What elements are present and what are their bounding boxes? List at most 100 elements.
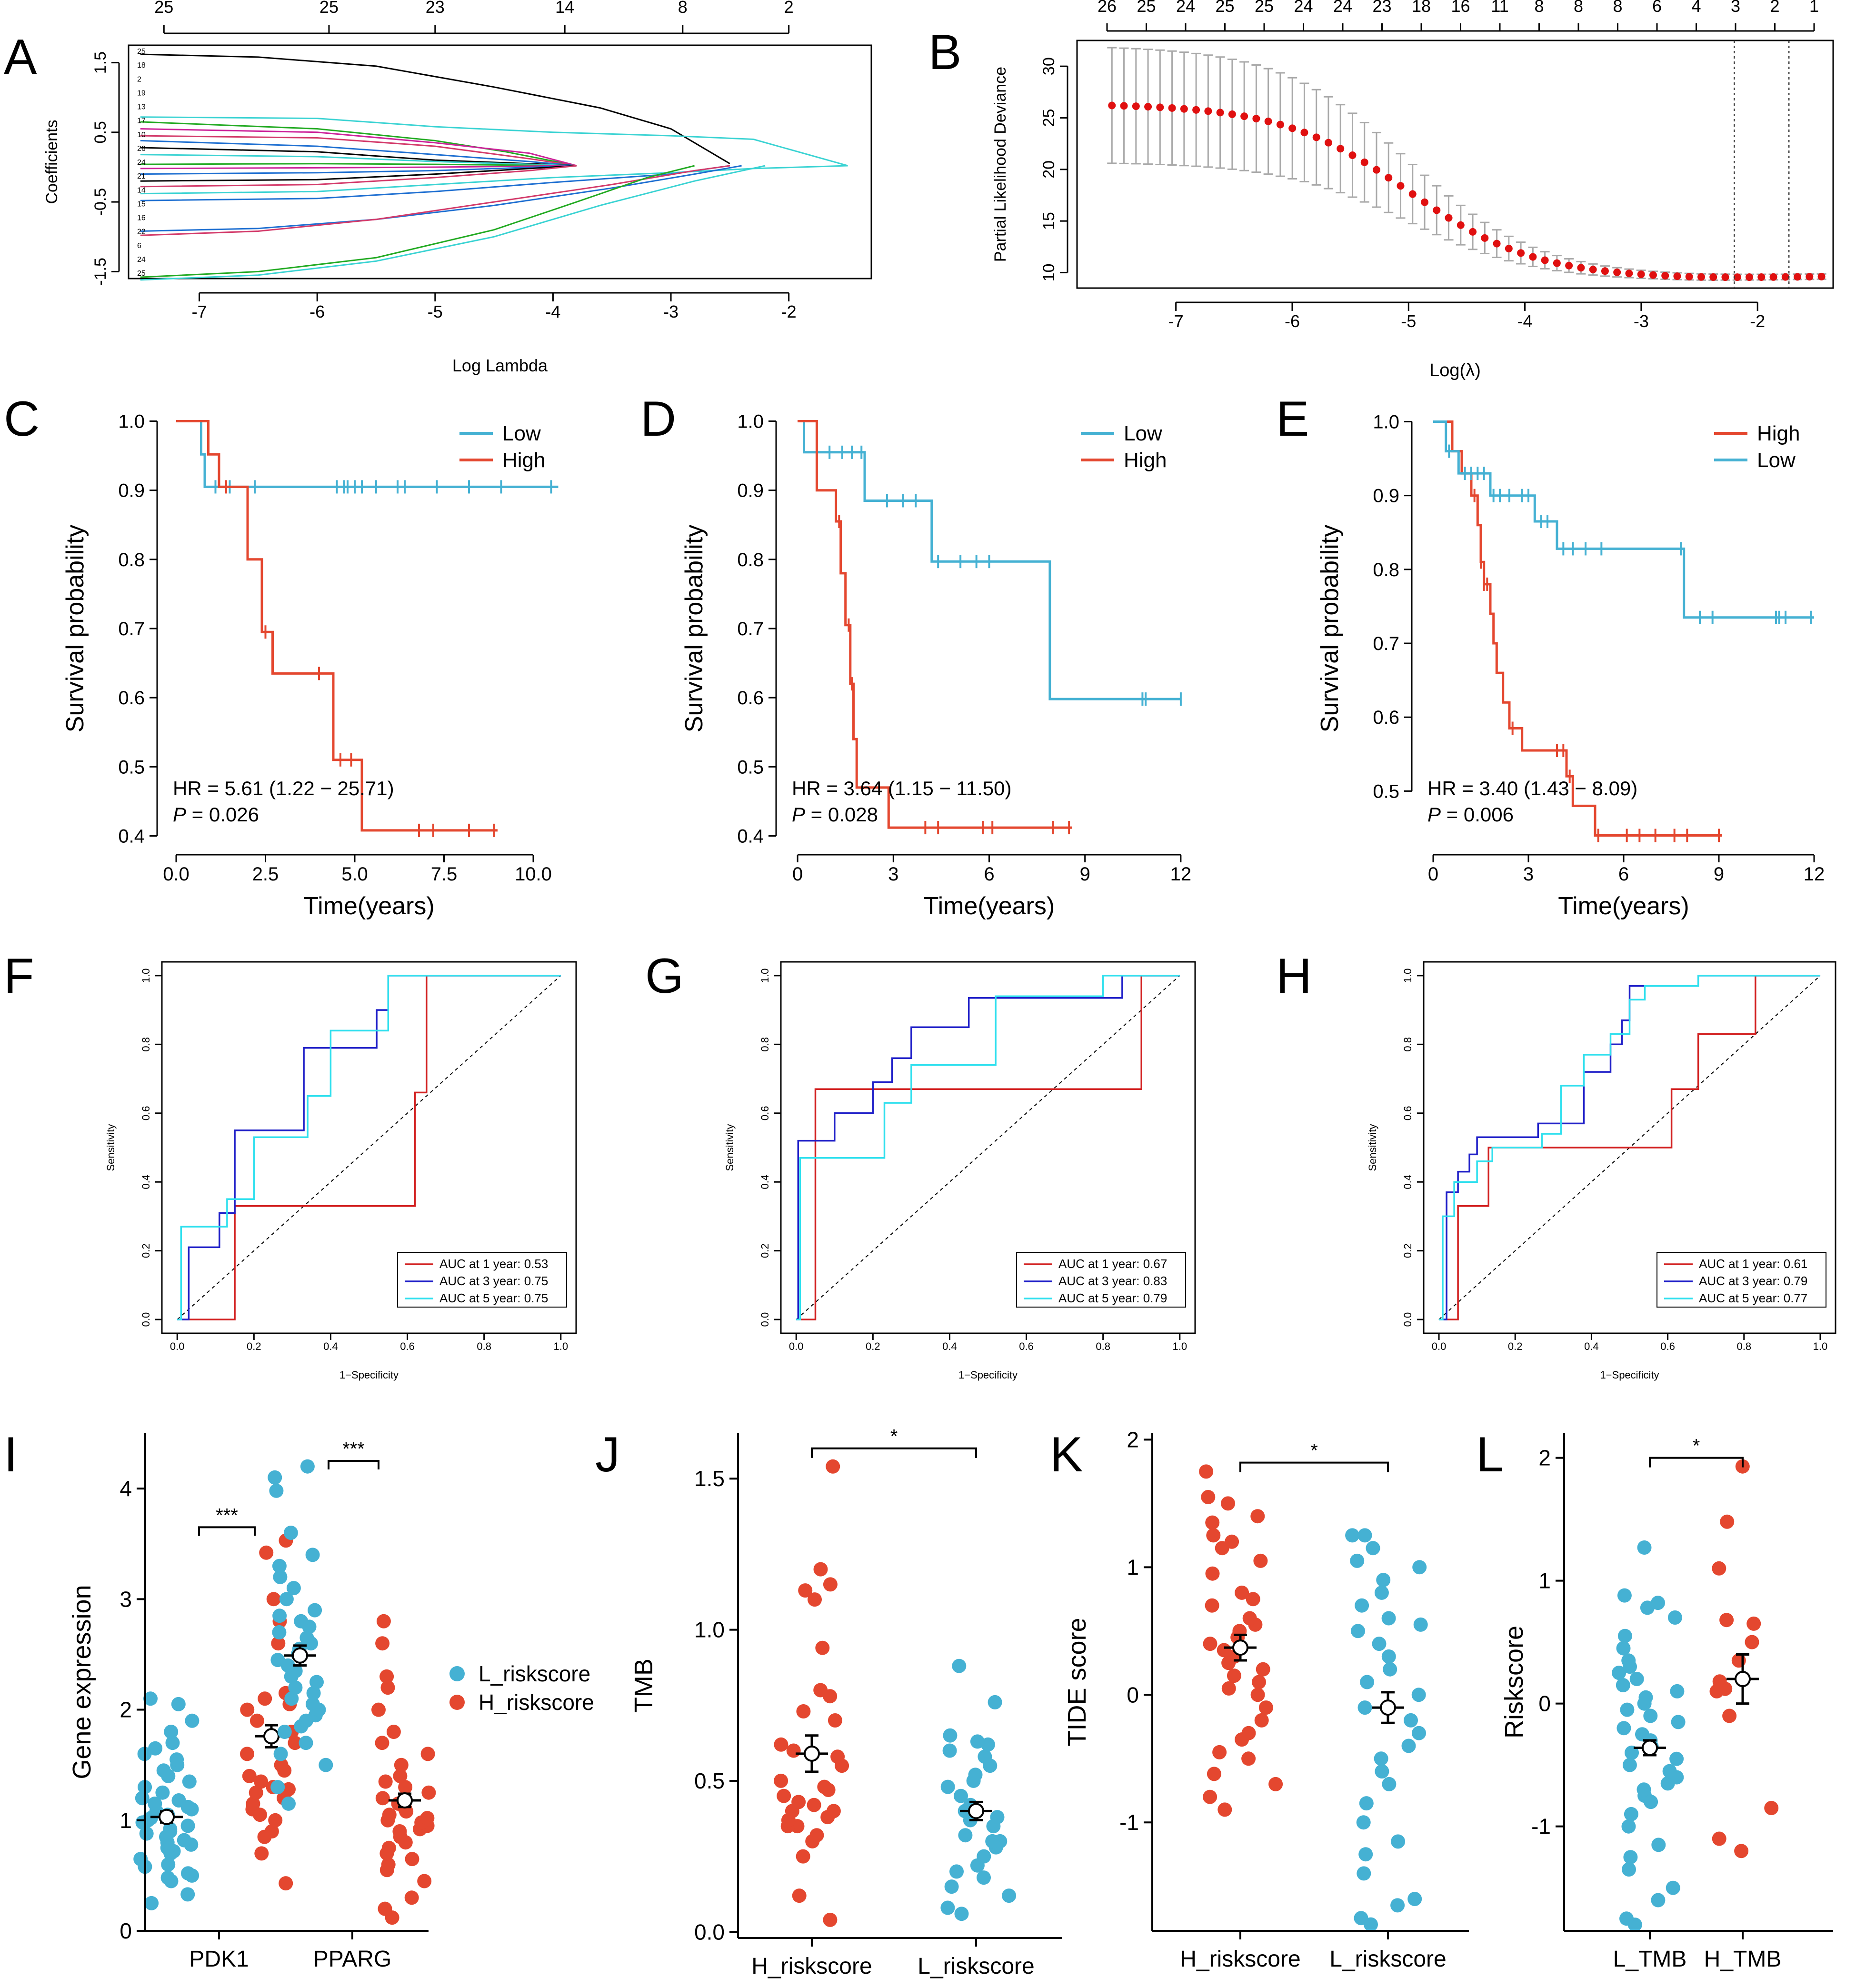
y-tick-label: 1.5 bbox=[694, 1466, 725, 1491]
legend-label: AUC at 3 year: 0.83 bbox=[1058, 1274, 1167, 1288]
coefficient-path bbox=[140, 53, 730, 164]
y-tick-label: 4 bbox=[120, 1476, 132, 1501]
coefficient-path bbox=[140, 128, 577, 167]
data-point bbox=[1217, 1643, 1231, 1658]
data-point bbox=[1372, 1637, 1387, 1651]
coefficient-path bbox=[140, 165, 577, 170]
significance-label: *** bbox=[342, 1439, 365, 1459]
deviance-point bbox=[1421, 198, 1429, 206]
data-point bbox=[254, 1774, 269, 1789]
deviance-point bbox=[1673, 272, 1681, 280]
x-tick-label: -2 bbox=[1750, 311, 1765, 331]
data-point bbox=[378, 1774, 393, 1789]
data-point bbox=[382, 1808, 397, 1822]
y-tick-label: 1.0 bbox=[118, 411, 145, 432]
y-tick-label: 0.8 bbox=[140, 1037, 152, 1052]
data-point bbox=[1199, 1464, 1214, 1479]
line-label: 10 bbox=[137, 131, 146, 139]
data-point bbox=[306, 1686, 321, 1700]
line-label: 25 bbox=[137, 270, 146, 278]
data-point bbox=[240, 1702, 255, 1717]
y-tick-label: 0.5 bbox=[737, 757, 764, 778]
data-point bbox=[171, 1793, 186, 1808]
line-label: 21 bbox=[137, 172, 146, 180]
data-point bbox=[375, 1636, 390, 1651]
category-label: H_riskscore bbox=[1180, 1947, 1300, 1972]
legend-label: Low bbox=[1757, 449, 1796, 472]
x-tick-label: 0 bbox=[1428, 864, 1438, 885]
x-tick-label: -5 bbox=[428, 302, 443, 321]
data-point bbox=[1617, 1628, 1632, 1643]
deviance-point bbox=[1324, 139, 1332, 147]
data-point bbox=[830, 1749, 845, 1764]
y-tick-label: 0.0 bbox=[140, 1312, 152, 1327]
data-point bbox=[1651, 1596, 1665, 1610]
mean-marker bbox=[397, 1792, 413, 1808]
data-point bbox=[180, 1887, 195, 1902]
hazard-ratio: HR = 5.61 (1.22 − 25.71) bbox=[173, 777, 394, 799]
category-label: L_riskscore bbox=[1329, 1947, 1446, 1972]
data-point bbox=[185, 1713, 200, 1728]
x-tick-label: 2.5 bbox=[252, 864, 279, 885]
data-point bbox=[182, 1774, 197, 1789]
mean-marker bbox=[1380, 1699, 1396, 1716]
line-label: 2 bbox=[137, 75, 141, 83]
data-point bbox=[1662, 1764, 1677, 1778]
legend-label: High bbox=[1757, 422, 1800, 445]
data-point bbox=[139, 1826, 154, 1841]
data-point bbox=[164, 1725, 179, 1739]
data-point bbox=[1390, 1898, 1405, 1913]
y-axis-label: Survival probability bbox=[61, 525, 89, 732]
data-point bbox=[777, 1788, 791, 1803]
y-axis-label: Coefficients bbox=[43, 120, 61, 204]
data-point bbox=[1622, 1758, 1637, 1772]
top-tick-label: 14 bbox=[555, 0, 574, 17]
data-point bbox=[813, 1683, 828, 1698]
top-tick-label: 25 bbox=[154, 0, 173, 17]
y-tick-label: 0.8 bbox=[737, 549, 764, 570]
x-tick-label: 9 bbox=[1080, 864, 1090, 885]
y-tick-label: 2 bbox=[1538, 1446, 1551, 1470]
panel-letter: L bbox=[1476, 1427, 1504, 1482]
data-point bbox=[249, 1713, 264, 1728]
x-tick-label: 6 bbox=[1618, 864, 1629, 885]
data-point bbox=[1205, 1515, 1220, 1530]
panel-letter: K bbox=[1050, 1427, 1083, 1482]
data-point bbox=[1722, 1708, 1737, 1723]
coefficient-path bbox=[140, 140, 577, 167]
data-point bbox=[978, 1749, 992, 1764]
survival-curve-low bbox=[1433, 420, 1814, 619]
data-point bbox=[1381, 1611, 1396, 1626]
data-point bbox=[1258, 1700, 1273, 1715]
data-point bbox=[1620, 1702, 1635, 1717]
panel-b: B -7 -6 -5 -4 -3 -2 10 15 20 25 30 Log(λ) Partial Lik… bbox=[928, 0, 1834, 380]
top-tick-label: 25 bbox=[319, 0, 339, 17]
legend-label: AUC at 5 year: 0.75 bbox=[439, 1291, 548, 1305]
panel-letter: A bbox=[4, 30, 37, 85]
survival-curve-low bbox=[798, 420, 1181, 700]
data-point bbox=[792, 1888, 807, 1903]
line-label: 15 bbox=[137, 200, 146, 208]
x-tick-label: 0.8 bbox=[1736, 1340, 1751, 1352]
data-point bbox=[1203, 1789, 1217, 1804]
mean-marker bbox=[263, 1728, 279, 1745]
y-tick-label: 0.7 bbox=[737, 619, 764, 639]
y-tick-label: 0.0 bbox=[694, 1919, 725, 1944]
data-point bbox=[144, 1896, 159, 1910]
data-point bbox=[1382, 1777, 1397, 1791]
top-tick-label: 3 bbox=[1731, 0, 1740, 16]
x-tick-label: 0.4 bbox=[942, 1340, 957, 1352]
top-tick-label: 11 bbox=[1491, 0, 1508, 16]
data-point bbox=[1350, 1553, 1365, 1568]
data-point bbox=[796, 1704, 811, 1718]
legend-label: L_riskscore bbox=[479, 1661, 590, 1686]
x-tick-label: 0.6 bbox=[1660, 1340, 1675, 1352]
y-tick-label: 0.2 bbox=[140, 1243, 152, 1258]
top-tick-label: 23 bbox=[426, 0, 445, 17]
data-point bbox=[1253, 1553, 1268, 1568]
top-tick-label: 25 bbox=[1255, 0, 1274, 16]
data-point bbox=[288, 1680, 303, 1695]
y-tick-label: 0.6 bbox=[737, 688, 764, 709]
data-point bbox=[1734, 1844, 1749, 1858]
data-point bbox=[968, 1768, 983, 1782]
